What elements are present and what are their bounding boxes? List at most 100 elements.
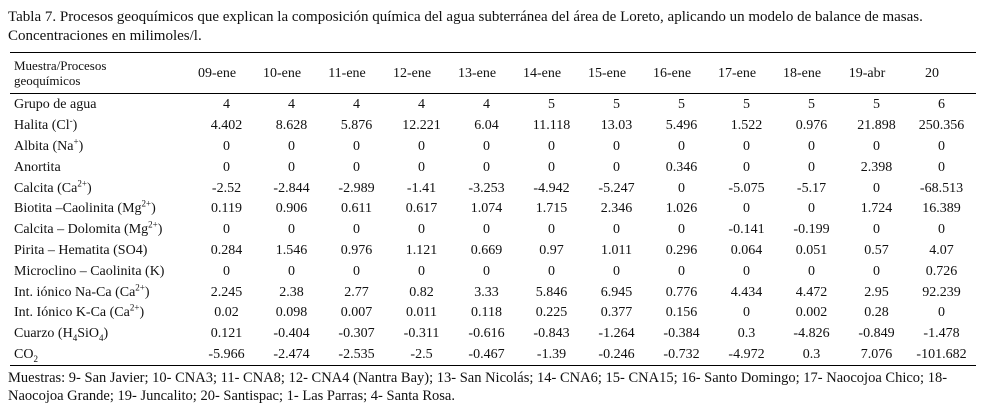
top-rule — [10, 52, 976, 53]
row-label-text: Calcita – Dolomita (Mg — [14, 222, 149, 238]
table-cell: 0.156 — [665, 305, 698, 321]
table-cell: 0 — [613, 138, 620, 154]
data-table: Grupo de agua 4 4 4 4 4 5 5 5 5 5 5 6 Halita (Cl-) 4.4… — [10, 95, 974, 365]
table-cell: 1.724 — [860, 201, 893, 217]
row-label-text: Microclino – Caolinita (K) — [14, 263, 165, 279]
table-cell: 5 — [678, 97, 685, 113]
row-label-text: Grupo de agua — [14, 97, 97, 113]
table-cell: 0 — [548, 263, 555, 279]
table-cell: 0 — [873, 138, 880, 154]
column-header: 15-ene — [587, 66, 627, 81]
row-label-text: Halita (Cl — [14, 118, 70, 134]
table-cell: -2.535 — [338, 346, 375, 362]
table-cell: 0.119 — [211, 201, 242, 217]
table-cell: 0 — [483, 138, 490, 154]
table-cell: 7.076 — [860, 346, 893, 362]
row-label-text: ) — [139, 305, 145, 321]
table-row: Anortita 0 0 0 0 0 0 0 0.346 0 0 2.398 0 — [10, 157, 974, 178]
table-cell: 0 — [938, 305, 945, 321]
table-cell: 0 — [743, 138, 750, 154]
table-cell: 0.976 — [340, 242, 373, 258]
row-label-text: Cuarzo (H — [14, 326, 73, 342]
row-label-subscript: 4 — [72, 332, 78, 343]
table-cell: 4 — [418, 97, 425, 113]
table-cell: 4.07 — [929, 242, 954, 258]
table-cell: 0.776 — [665, 284, 698, 300]
table-cell: 0.611 — [341, 201, 372, 217]
column-header: 18-ene — [782, 66, 822, 81]
table-cell: -4.826 — [793, 326, 830, 342]
table-cell: 4.434 — [730, 284, 763, 300]
table-cell: 0 — [548, 222, 555, 238]
table-cell: 0 — [418, 222, 425, 238]
row-label: Biotita –Caolinita (Mg2+) — [10, 199, 194, 220]
row-label: Albita (Na+) — [10, 137, 194, 158]
table-cell: 0.051 — [795, 242, 828, 258]
column-header: 16-ene — [652, 66, 692, 81]
table-cell: 0.002 — [795, 305, 828, 321]
table-cell: 0 — [548, 159, 555, 175]
caption-units: Concentraciones en milimoles/l. — [8, 28, 202, 44]
data-table-body: Grupo de agua 4 4 4 4 4 5 5 5 5 5 5 6 Halita (Cl-) 4.4… — [10, 95, 974, 365]
row-label-text: Anortita — [14, 159, 61, 175]
table-cell: 5 — [548, 97, 555, 113]
table-cell: 0 — [418, 138, 425, 154]
table-cell: 0 — [418, 159, 425, 175]
table-row: Calcita – Dolomita (Mg2+) 0 0 0 0 0 0 0 0 -0.141 -… — [10, 220, 974, 241]
table-cell: 0 — [223, 138, 230, 154]
row-label-superscript: 2+ — [135, 281, 145, 292]
caption-title: Tabla 7. Procesos geoquímicos que explic… — [8, 9, 923, 25]
table-cell: 6 — [938, 97, 945, 113]
row-label-text: Biotita –Caolinita (Mg — [14, 201, 142, 217]
table-cell: 0 — [873, 222, 880, 238]
table-cell: 0 — [743, 159, 750, 175]
table-cell: -0.307 — [338, 326, 375, 342]
table-cell: 0.007 — [340, 305, 373, 321]
table-cell: 1.522 — [730, 118, 763, 134]
table-cell: 6.945 — [600, 284, 633, 300]
table-cell: 0 — [808, 159, 815, 175]
header-rule — [10, 93, 976, 94]
table-cell: -5.247 — [598, 180, 635, 196]
column-header: 13-ene — [457, 66, 497, 81]
table-cell: 1.011 — [601, 242, 632, 258]
table-cell: 4 — [483, 97, 490, 113]
row-label-text: Int. iónico Na-Ca (Ca — [14, 284, 136, 300]
row-label-superscript: + — [73, 136, 79, 147]
row-label-text: ) — [86, 180, 92, 196]
table-row: CO2 -5.966 -2.474 -2.535 -2.5 -0.467 -1.39 -0.2… — [10, 345, 974, 366]
table-cell: -0.843 — [533, 326, 570, 342]
table-cell: -101.682 — [916, 346, 967, 362]
table-cell: 4.472 — [795, 284, 828, 300]
table-cell: 5.846 — [535, 284, 568, 300]
table-cell: 0.284 — [210, 242, 243, 258]
table-cell: -4.942 — [533, 180, 570, 196]
row-label-header-line1: Muestra/Procesos — [14, 58, 107, 73]
row-label-text: Pirita – Hematita (SO4) — [14, 242, 148, 258]
table-cell: 0.118 — [471, 305, 502, 321]
table-cell: -2.474 — [273, 346, 310, 362]
table-cell: 0 — [938, 159, 945, 175]
row-label-text: ) — [78, 138, 84, 154]
row-label: CO2 — [10, 345, 194, 366]
table-cell: 8.628 — [275, 118, 308, 134]
table-cell: -1.264 — [598, 326, 635, 342]
table-cell: -1.478 — [923, 326, 960, 342]
table-row: Albita (Na+) 0 0 0 0 0 0 0 0 0 0 0 0 — [10, 137, 974, 158]
table-cell: 0.3 — [737, 326, 756, 342]
table-cell: 0 — [678, 180, 685, 196]
table-cell: -2.844 — [273, 180, 310, 196]
table-cell: 0 — [808, 201, 815, 217]
table-cell: 0.28 — [864, 305, 889, 321]
table-cell: -1.41 — [406, 180, 437, 196]
row-label: Pirita – Hematita (SO4) — [10, 241, 194, 262]
table-cell: 0 — [613, 263, 620, 279]
row-label-subscript: 2 — [33, 353, 38, 364]
table-row: Microclino – Caolinita (K) 0 0 0 0 0 0 0 0 0 0 0 0.7… — [10, 261, 974, 282]
row-label-header-line2: geoquímicos — [14, 73, 81, 88]
table-cell: 0.064 — [730, 242, 763, 258]
row-label-subscript: 4 — [99, 332, 104, 343]
row-label-superscript: 2+ — [77, 177, 87, 188]
row-label-text: Calcita (Ca — [14, 180, 78, 196]
table-cell: 0 — [743, 201, 750, 217]
